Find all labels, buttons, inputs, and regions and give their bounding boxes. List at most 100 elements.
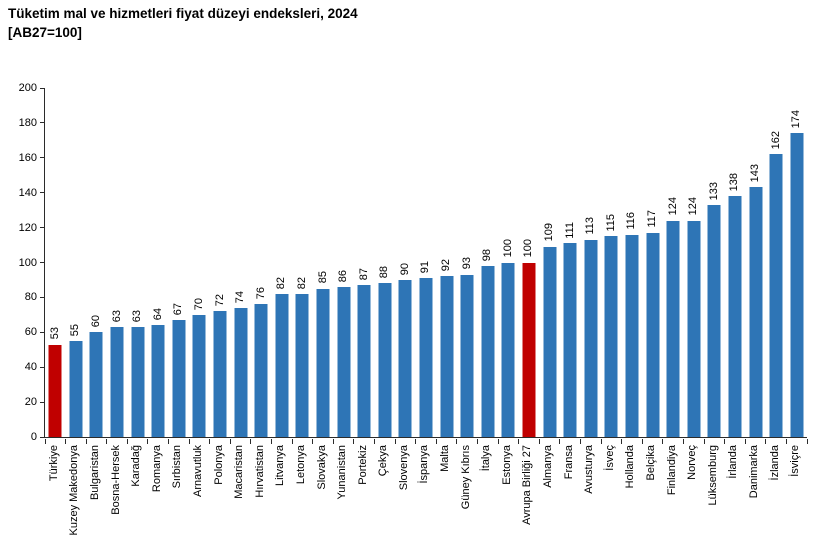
x-axis-label: Karadağ — [126, 445, 147, 556]
bar — [234, 307, 248, 437]
y-axis-tick-label: 160 — [18, 151, 37, 164]
bar — [89, 332, 103, 437]
bar-value-text: 138 — [728, 172, 741, 192]
x-axis-tick — [559, 438, 561, 444]
bar-value-text: 90 — [398, 262, 411, 275]
bar — [501, 262, 515, 437]
bar — [213, 311, 227, 437]
x-axis-label-text: Norveç — [686, 445, 699, 480]
y-axis-tick — [40, 401, 45, 403]
x-axis-tick — [765, 438, 767, 444]
bar-value-text: 64 — [151, 308, 164, 321]
x-axis-label-text: Portekiz — [356, 445, 369, 485]
x-axis-tick — [353, 438, 355, 444]
bar-value-text: 53 — [48, 327, 61, 340]
bar-slot: 67 — [169, 88, 190, 437]
bar-slot: 115 — [601, 88, 622, 437]
x-axis-label: Belçika — [641, 445, 662, 556]
x-axis-label: Yunanistan — [332, 445, 353, 556]
x-axis-label: Çekya — [374, 445, 395, 556]
bar-slot: 55 — [66, 88, 87, 437]
bar-value-text: 93 — [460, 257, 473, 270]
x-axis-label: Slovenya — [394, 445, 415, 556]
x-axis-tick — [476, 438, 478, 444]
x-axis-label-text: Türkiye — [47, 445, 60, 482]
bar-slot: 86 — [333, 88, 354, 437]
bar-value-text: 87 — [357, 267, 370, 281]
x-axis-tick — [785, 438, 787, 444]
bar-value-text: 133 — [707, 181, 720, 200]
bar — [316, 288, 330, 437]
x-axis-label: Letonya — [291, 445, 312, 556]
bar-slot: 82 — [292, 88, 313, 437]
x-axis-label: Litvanya — [271, 445, 292, 556]
bar-slot: 124 — [663, 88, 684, 437]
y-axis-tick — [40, 157, 45, 159]
y-axis-tick-label: 0 — [30, 431, 37, 443]
y-axis-tick-label: 180 — [18, 116, 37, 129]
bar-value-label: 115 — [601, 214, 622, 232]
bar — [69, 341, 83, 437]
bar-slot: 76 — [251, 88, 272, 437]
x-axis-label: Kuzey Makedonya — [65, 445, 86, 556]
x-axis-tick — [106, 438, 108, 444]
chart-subtitle: [AB27=100] — [8, 25, 82, 40]
x-axis-label-text: Avusturya — [583, 445, 596, 494]
x-axis-label: Macaristan — [229, 445, 250, 556]
bar-value-text: 124 — [687, 197, 700, 216]
bar-value-label: 63 — [127, 310, 148, 322]
bar — [646, 232, 660, 437]
x-axis-label: Slovakya — [312, 445, 333, 556]
x-axis-tick — [168, 438, 170, 444]
x-axis-tick — [229, 438, 231, 444]
bar-value-text: 88 — [378, 266, 391, 279]
bar-slot: 91 — [416, 88, 437, 437]
x-axis-label: İspanya — [415, 445, 436, 556]
bar-value-text: 100 — [501, 239, 514, 258]
bar-value-text: 67 — [172, 302, 185, 316]
x-axis-label-text: Estonya — [500, 445, 513, 485]
y-axis-tick — [40, 331, 45, 333]
bar-value-text: 70 — [192, 297, 205, 310]
bar — [131, 327, 145, 437]
bar-value-text: 82 — [275, 276, 288, 289]
bar — [584, 239, 598, 437]
x-axis-label-text: Güney Kıbrıs — [459, 445, 472, 510]
bar-slot: 82 — [272, 88, 293, 437]
bar — [398, 279, 412, 437]
x-axis-labels: Türkiye Kuzey Makedonya Bulgaristan Bosna-H… — [44, 445, 806, 556]
bar-value-text: 85 — [316, 271, 329, 284]
bar-value-label: 82 — [292, 277, 313, 289]
bar-value-text: 143 — [749, 164, 761, 183]
bar-value-label: 116 — [622, 212, 643, 230]
x-axis-tick — [806, 438, 808, 444]
x-axis-tick — [291, 438, 293, 444]
bar-value-label: 67 — [169, 303, 190, 315]
bar-value-label: 98 — [477, 249, 498, 261]
bar-value-label: 100 — [519, 239, 540, 257]
x-axis-label: Norveç — [682, 445, 703, 556]
title-block: Tüketim mal ve hizmetleri fiyat düzeyi e… — [8, 4, 358, 42]
x-axis-label: Almanya — [538, 445, 559, 556]
x-axis-label-text: Karadağ — [130, 445, 143, 487]
bar — [728, 196, 742, 437]
x-axis-label: Sırbistan — [168, 445, 189, 556]
x-axis-label-text: Slovakya — [315, 445, 328, 490]
bar-value-label: 162 — [766, 131, 787, 149]
x-axis-label: Bulgaristan — [85, 445, 106, 556]
bar-slot: 72 — [210, 88, 231, 437]
x-axis-label-text: Arnavutluk — [191, 445, 204, 497]
x-axis-label-text: Hırvatistan — [253, 445, 266, 498]
bar-value-text: 162 — [769, 130, 782, 150]
bar-slot: 111 — [560, 88, 581, 437]
x-axis-tick — [394, 438, 396, 444]
y-axis-tick — [40, 366, 45, 368]
x-axis-label: İzlanda — [765, 445, 786, 556]
y-axis-tick-label: 200 — [18, 82, 37, 94]
bar-value-text: 109 — [543, 223, 556, 242]
x-axis-label: İrlanda — [724, 445, 745, 556]
x-axis-label-text: Romanya — [150, 445, 163, 493]
x-axis-label: Estonya — [497, 445, 518, 556]
bar-value-text: 115 — [604, 213, 617, 232]
